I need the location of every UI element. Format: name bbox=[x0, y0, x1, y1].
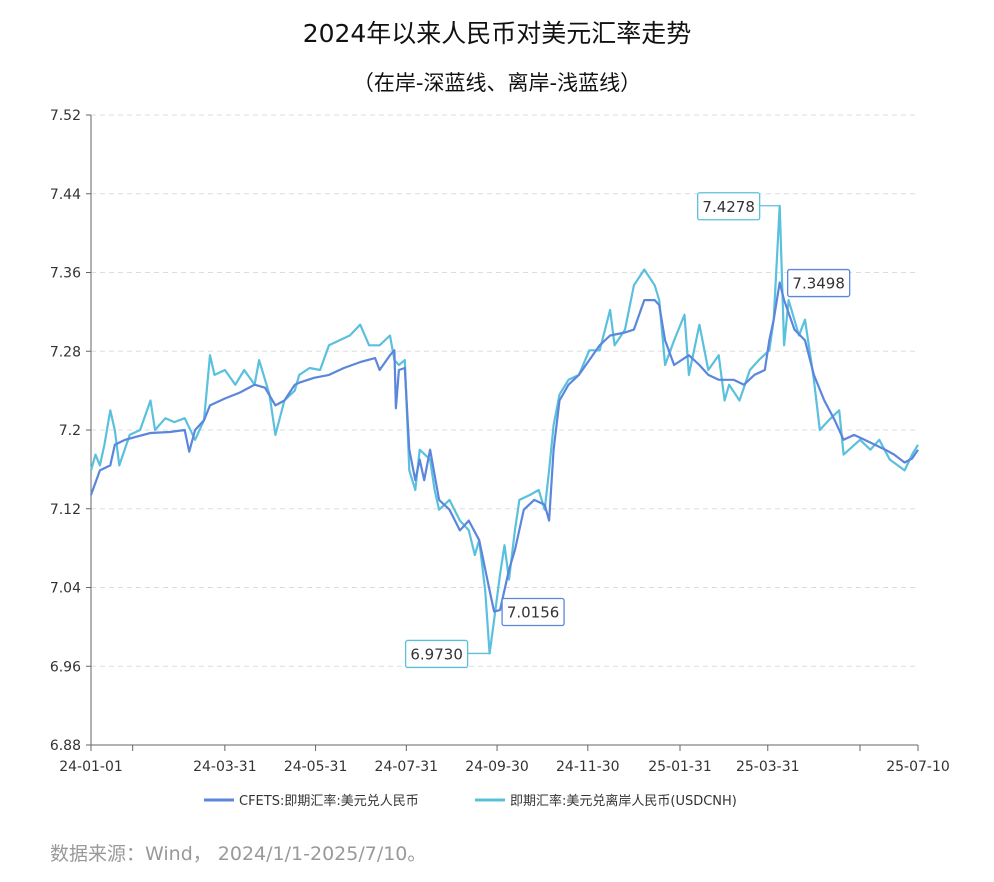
x-tick-label: 25-07-10 bbox=[886, 759, 950, 775]
source-note: 数据来源：Wind， 2024/1/1-2025/7/10。 bbox=[50, 843, 426, 865]
y-tick-label: 7.36 bbox=[50, 266, 81, 282]
y-tick-label: 6.88 bbox=[50, 738, 81, 754]
y-tick-label: 7.44 bbox=[50, 187, 81, 203]
y-tick-label: 7.04 bbox=[50, 581, 81, 597]
chart-title: 2024年以来人民币对美元汇率走势 bbox=[303, 19, 692, 48]
axes: 6.88 6.96 7.04 7.12 7.2 7.28 7.36 7.44 7.52 24-01… bbox=[50, 108, 950, 775]
x-tick-label: 24-11-30 bbox=[556, 759, 620, 775]
legend-label-0: CFETS:即期汇率:美元兑人民币 bbox=[239, 793, 419, 809]
annotation-box bbox=[787, 268, 851, 298]
annotation-label: 7.4278 bbox=[702, 198, 755, 216]
annotation-box bbox=[404, 639, 469, 669]
annotations: 7.4278 7.3498 7.0156 6.9730 bbox=[404, 192, 851, 669]
series-line-0 bbox=[89, 281, 919, 613]
x-tick-label: 24-09-30 bbox=[465, 759, 529, 775]
legend-label-1: 即期汇率:美元兑离岸人民币(USDCNH) bbox=[510, 793, 737, 809]
x-tick-label: 24-07-31 bbox=[375, 759, 439, 775]
y-tick-label: 6.96 bbox=[50, 659, 81, 675]
series-line-1 bbox=[89, 204, 919, 655]
x-tick-label: 24-05-31 bbox=[284, 759, 348, 775]
y-tick-label: 7.52 bbox=[50, 108, 81, 124]
x-tick-label: 24-01-01 bbox=[59, 759, 123, 775]
annotation-label: 7.3498 bbox=[792, 275, 845, 293]
annotation-box bbox=[501, 597, 565, 627]
grid bbox=[91, 114, 918, 667]
chart-subtitle: （在岸-深蓝线、离岸-浅蓝线） bbox=[353, 71, 641, 95]
annotation-box bbox=[697, 192, 761, 221]
x-tick-label: 25-01-31 bbox=[648, 759, 712, 775]
y-tick-label: 7.28 bbox=[50, 344, 81, 360]
legend[interactable]: CFETS:即期汇率:美元兑人民币 即期汇率:美元兑离岸人民币(USDCNH) bbox=[204, 793, 737, 809]
y-tick-label: 7.12 bbox=[50, 502, 81, 518]
series-lines bbox=[89, 204, 919, 655]
annotation-label: 7.0156 bbox=[507, 604, 560, 622]
x-tick-label: 24-03-31 bbox=[193, 759, 257, 775]
x-tick-label: 25-03-31 bbox=[736, 759, 800, 775]
y-tick-label: 7.2 bbox=[59, 423, 81, 439]
annotation-label: 6.9730 bbox=[410, 645, 463, 663]
